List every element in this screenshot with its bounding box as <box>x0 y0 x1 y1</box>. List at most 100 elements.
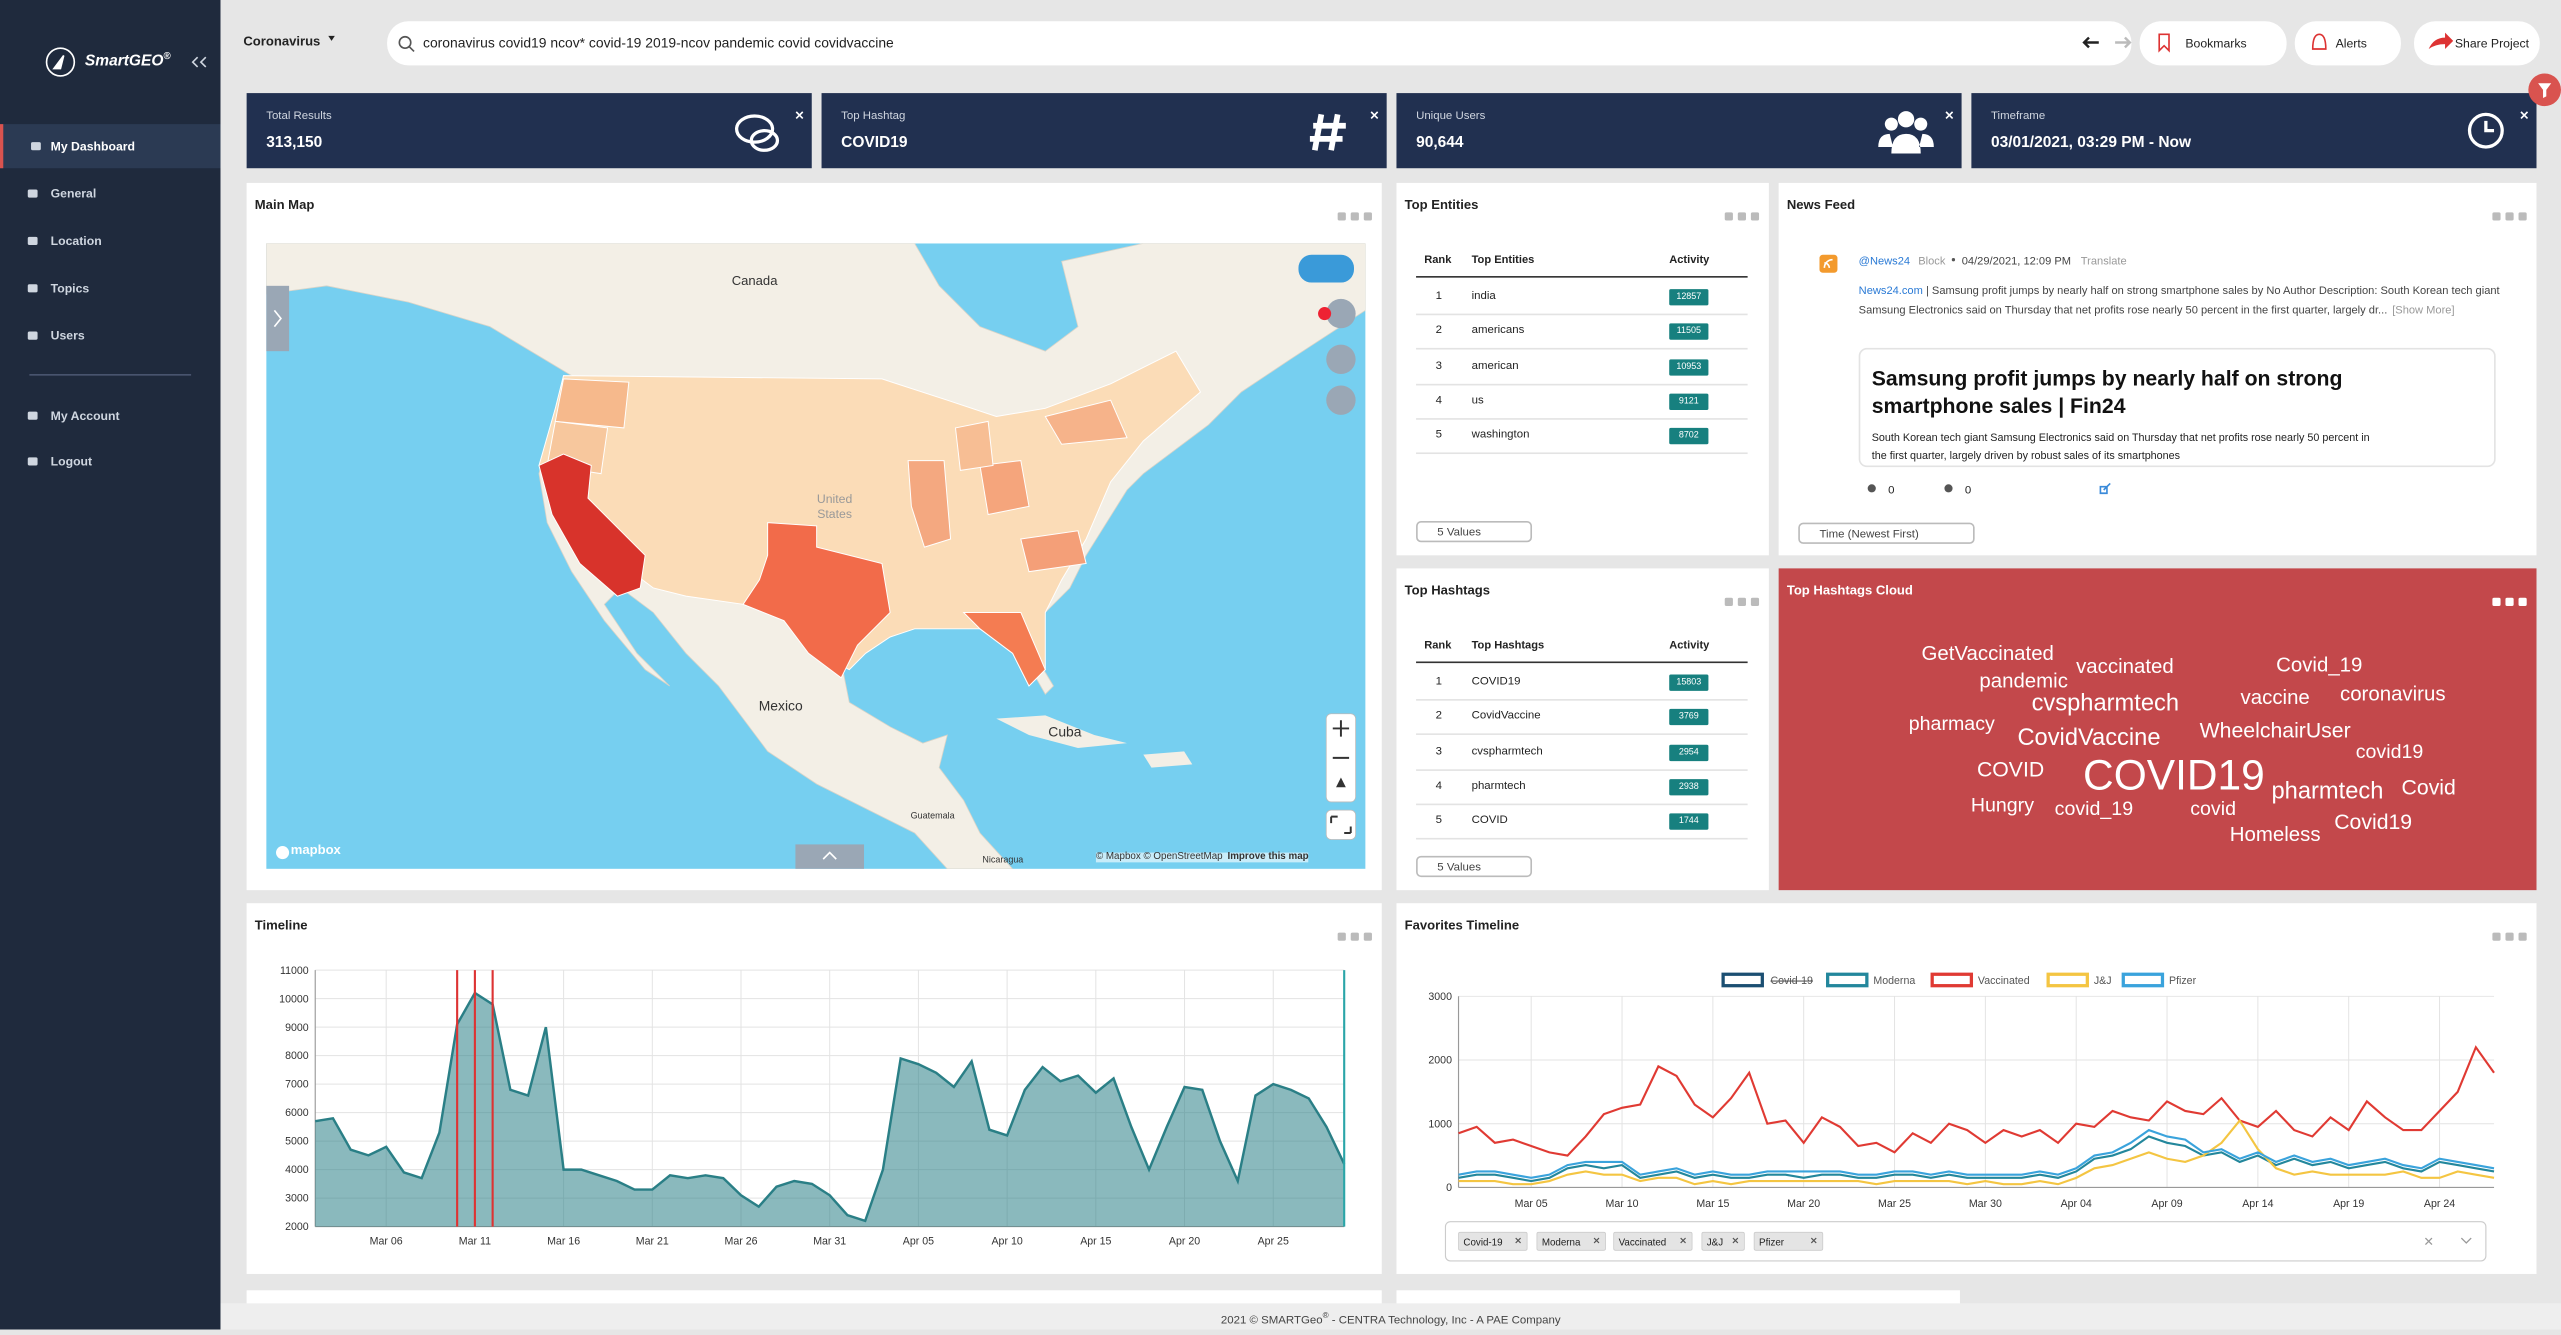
news-translate[interactable]: Translate <box>2080 256 2127 268</box>
menu-item[interactable]: My Account <box>0 394 220 438</box>
caret <box>328 35 336 44</box>
tool-icon[interactable] <box>1750 212 1760 221</box>
values-select[interactable]: 5 Values <box>1416 855 1533 878</box>
activity-badge: 8702 <box>1669 428 1709 445</box>
tool-icon[interactable] <box>2518 932 2527 941</box>
tool-icon[interactable] <box>2492 212 2501 221</box>
rank-cell: 2 <box>1435 710 1443 723</box>
tool-icon[interactable] <box>2505 597 2514 606</box>
table-rule <box>1416 661 1748 664</box>
name-cell: india <box>1471 290 1496 303</box>
footer: 2021 © SMARTGeo® - CENTRA Technology, In… <box>220 1303 2561 1330</box>
menu-label: My Dashboard <box>50 138 136 154</box>
activity-badge: 3769 <box>1669 709 1709 726</box>
tool-icon[interactable] <box>1337 932 1346 941</box>
tool-icon[interactable] <box>2505 932 2514 941</box>
news-source: @News24 <box>1858 256 1911 268</box>
menu-item[interactable]: My Dashboard <box>0 124 221 169</box>
x <box>2520 111 2529 119</box>
menu-icon <box>27 189 38 198</box>
menu-item[interactable]: General <box>0 171 220 215</box>
show-more[interactable]: [Show More] <box>2392 305 2455 317</box>
x <box>1945 111 1954 119</box>
rank-cell: 3 <box>1435 745 1443 758</box>
rank-cell: 1 <box>1435 290 1443 303</box>
tool-icon[interactable] <box>2518 212 2527 221</box>
menu-icon <box>27 411 38 420</box>
alerts-button[interactable]: Alerts <box>2294 21 2401 66</box>
tool-icon[interactable] <box>2505 212 2514 221</box>
tool-icon[interactable] <box>1363 212 1372 221</box>
users-count: 0 <box>1964 485 1972 497</box>
tool-icon[interactable] <box>2518 597 2527 606</box>
values-select[interactable]: 5 Values <box>1416 521 1533 543</box>
menu-label: Topics <box>50 280 90 296</box>
name-cell: COVID <box>1471 815 1508 827</box>
tool-icon[interactable] <box>1337 212 1346 221</box>
menu-item[interactable]: Topics <box>0 266 220 310</box>
tool-icon[interactable] <box>1350 932 1359 941</box>
name-cell: americans <box>1471 325 1525 337</box>
table-header: Activity <box>1669 640 1710 652</box>
activity-badge: 15803 <box>1669 674 1709 691</box>
footer-text: 2021 © SMARTGeo <box>1220 1315 1323 1327</box>
tool-icon[interactable] <box>1363 932 1372 941</box>
name-cell: CovidVaccine <box>1471 710 1541 723</box>
table-header: Top Hashtags <box>1471 640 1545 652</box>
panel-title: Timeline <box>254 917 308 933</box>
bookmarks-button[interactable]: Bookmarks <box>2139 21 2287 66</box>
panel <box>246 1290 1382 1307</box>
panel-tools <box>1720 199 1760 228</box>
likes-count: 0 <box>1888 485 1895 497</box>
stat-label: Top Hashtag <box>841 111 906 123</box>
menu-item[interactable]: Location <box>0 219 220 263</box>
news-block: Block <box>1918 256 1946 268</box>
name-cell: washington <box>1471 429 1530 442</box>
project-select[interactable]: Coronavirus <box>243 34 336 49</box>
tool-icon[interactable] <box>1724 597 1733 606</box>
news-card: Samsung profit jumps by nearly half on s… <box>1858 347 2496 468</box>
row-rule <box>1416 699 1748 701</box>
tool-icon[interactable] <box>2492 597 2501 606</box>
dot <box>1951 258 1956 262</box>
close-icon <box>1370 98 1379 119</box>
news-summary: News24.com | Samsung profit jumps by nea… <box>1859 283 2529 322</box>
row-rule <box>1416 768 1748 771</box>
activity-badge: 12857 <box>1669 289 1709 306</box>
tool-icon[interactable] <box>1737 597 1746 606</box>
row-rule <box>1416 452 1748 455</box>
menu-label: General <box>50 186 97 201</box>
stat-card: Total Results 313,150 <box>246 93 812 169</box>
news-date: 04/29/2021, 12:09 PM <box>1961 256 2071 268</box>
tool-icon[interactable] <box>1737 212 1746 221</box>
panel-tools <box>1333 199 1372 228</box>
close-icon <box>795 98 804 119</box>
table-header: Top Entities <box>1471 254 1535 267</box>
search-text: coronavirus covid19 ncov* covid-19 2019-… <box>423 34 894 51</box>
panel: News Feed @News24 Block 04/29/2021, 12:09 P… <box>1778 182 2537 556</box>
panel-title: Top Entities <box>1404 197 1479 213</box>
stat-card: Timeframe 03/01/2021, 03:29 PM - Now <box>1971 93 2537 169</box>
stat-value: 90,644 <box>1416 133 1464 152</box>
tool-icon[interactable] <box>1724 212 1733 221</box>
x <box>1370 111 1379 119</box>
menu-icon <box>27 331 38 340</box>
sort-select[interactable]: Time (Newest First) <box>1798 522 1975 544</box>
stat-value: 03/01/2021, 03:29 PM - Now <box>1990 133 2192 152</box>
tool-icon[interactable] <box>1750 597 1760 606</box>
share-button[interactable]: Share Project <box>2414 21 2540 66</box>
stat-label: Timeframe <box>1990 111 2046 123</box>
search-box[interactable]: coronavirus covid19 ncov* covid-19 2019-… <box>387 21 2132 66</box>
panel-title: Main Map <box>254 197 315 213</box>
tool-icon[interactable] <box>1350 212 1359 221</box>
news-link[interactable]: News24.com <box>1858 285 1923 298</box>
panel <box>1396 1290 1960 1307</box>
table-header: Activity <box>1669 254 1710 267</box>
panel-tools <box>1333 920 1372 949</box>
menu-item[interactable]: Logout <box>0 439 220 483</box>
tool-icon[interactable] <box>2492 932 2501 941</box>
brand: SmartGEO® <box>85 52 171 70</box>
footer-mark: ® <box>1322 1311 1329 1322</box>
panel-title: News Feed <box>1786 197 1856 213</box>
menu-item[interactable]: Users <box>0 314 220 358</box>
